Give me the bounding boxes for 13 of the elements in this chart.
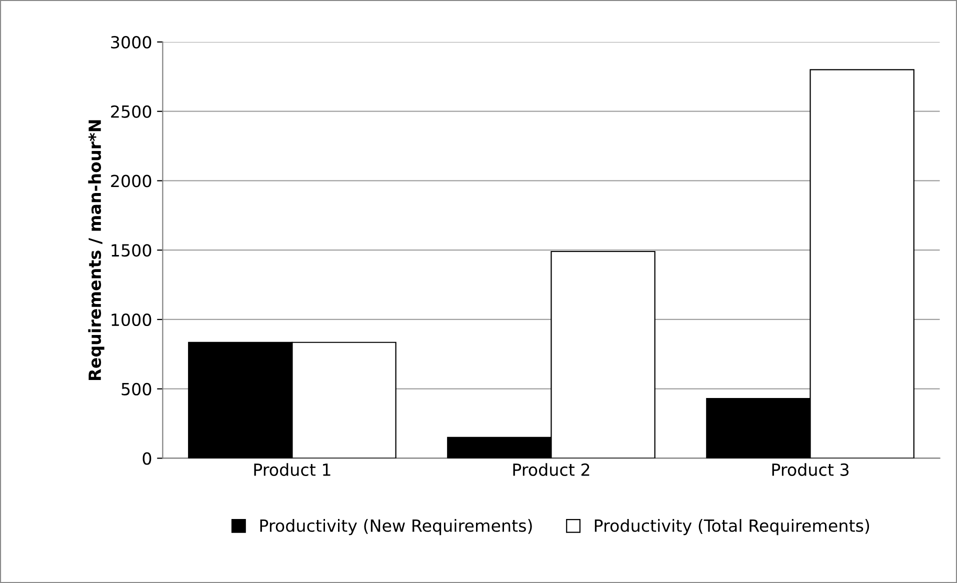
x-tick-label: Product 3 bbox=[772, 463, 849, 476]
legend-label: Productivity (New Requirements) bbox=[260, 519, 532, 536]
y-tick-label: 500 bbox=[122, 382, 152, 396]
y-tick-label: 0 bbox=[142, 452, 152, 465]
y-tick-label: 2000 bbox=[111, 174, 152, 188]
y-tick-label: 1500 bbox=[112, 244, 152, 257]
y-tick-label: 1000 bbox=[112, 313, 152, 326]
x-tick-label: Product 1 bbox=[254, 463, 330, 476]
y-axis-title: Requirements / man-hour*N bbox=[88, 120, 104, 380]
y-tick-label: 2500 bbox=[111, 105, 152, 118]
x-tick-label: Product 2 bbox=[513, 463, 590, 476]
legend-label: Productivity (Total Requirements) bbox=[594, 519, 870, 536]
y-tick-label: 3000 bbox=[111, 36, 152, 49]
